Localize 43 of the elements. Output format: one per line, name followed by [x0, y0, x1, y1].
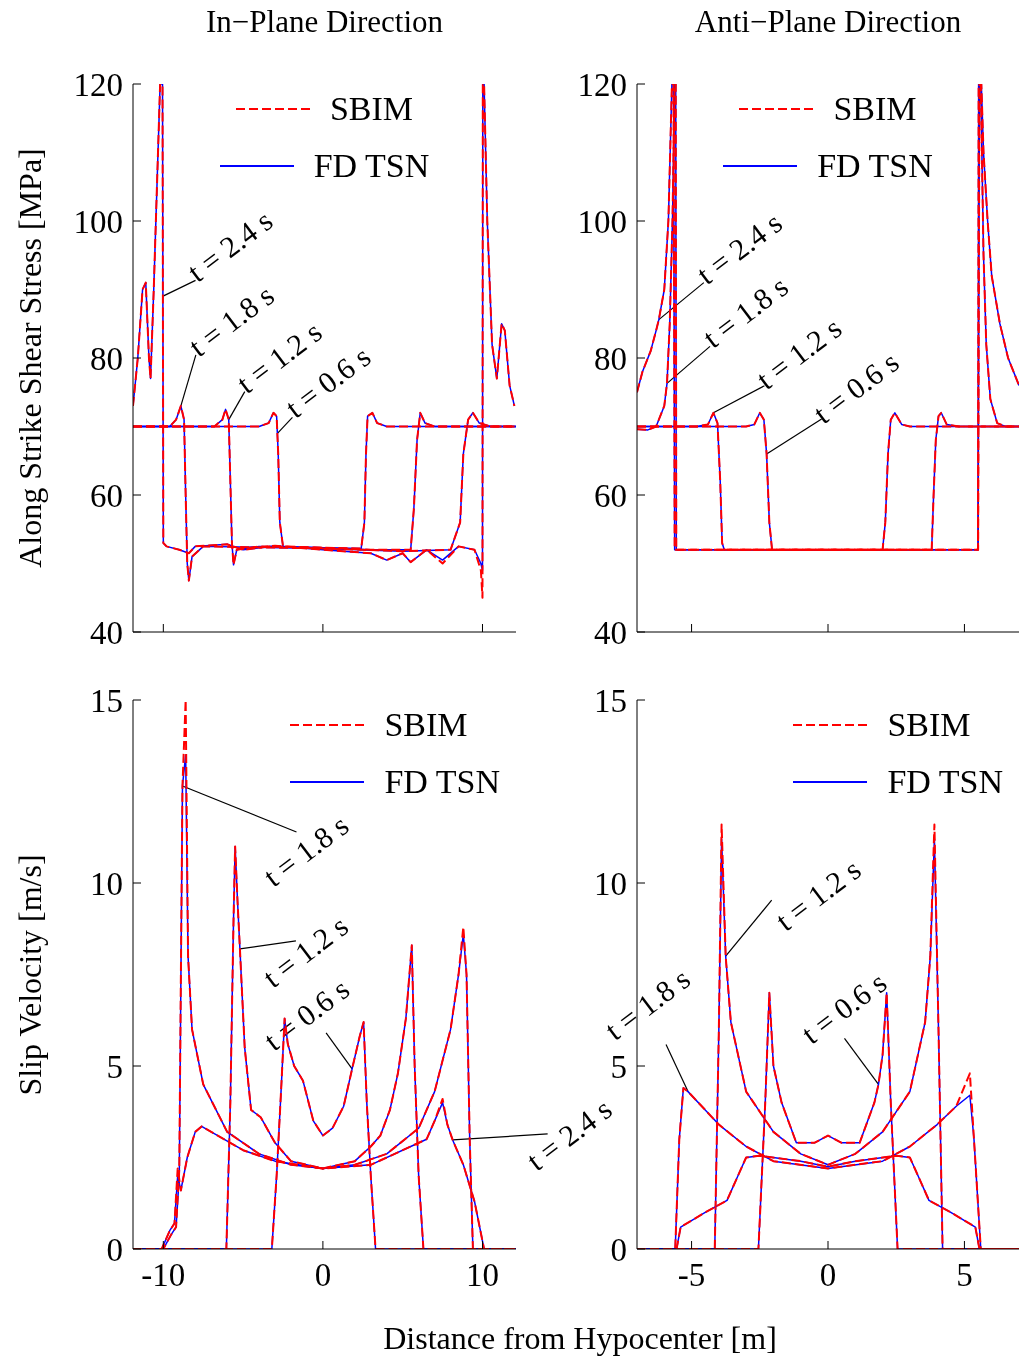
y-tick-label: 60	[594, 477, 627, 514]
y-tick-label: 5	[106, 1048, 123, 1085]
y-tick-label: 5	[610, 1048, 627, 1085]
y-tick-label: 120	[73, 66, 123, 103]
legend-label: SBIM	[329, 89, 414, 128]
x-tick-label: -10	[141, 1257, 186, 1294]
y-tick-label: 100	[73, 203, 123, 240]
legend-label: FD TSN	[384, 762, 500, 801]
annotation: t = 2.4 s	[181, 203, 279, 289]
legend-label: FD TSN	[817, 146, 933, 185]
legend-label: SBIM	[887, 705, 971, 744]
y-tick-label: 15	[90, 682, 123, 719]
x-tick-label: 10	[465, 1257, 499, 1294]
y-tick-label: 120	[577, 66, 627, 103]
legend-label: SBIM	[833, 89, 917, 128]
legend-label: FD TSN	[313, 146, 430, 185]
x-tick-label: -5	[677, 1257, 706, 1294]
chart-title: Anti−Plane Direction	[693, 4, 963, 40]
y-tick-label: 0	[610, 1231, 627, 1268]
y-axis-title: Along Strike Shear Stress [MPa]	[11, 148, 49, 568]
legend-label: FD TSN	[887, 762, 1003, 801]
y-tick-label: 100	[577, 203, 627, 240]
legend-label: SBIM	[384, 705, 468, 744]
x-tick-label: 0	[819, 1257, 837, 1294]
y-tick-label: 40	[594, 614, 627, 651]
y-tick-label: 80	[594, 340, 627, 377]
annotation: t = 1.8 s	[257, 808, 355, 893]
x-tick-label: 0	[314, 1257, 332, 1294]
annotation: t = 1.8 s	[598, 961, 697, 1047]
annotation: t = 2.4 s	[520, 1092, 618, 1177]
x-tick-label: 5	[956, 1257, 973, 1294]
y-tick-label: 60	[90, 477, 123, 514]
annotation: t = 1.2 s	[769, 852, 867, 937]
y-tick-label: 0	[106, 1231, 123, 1268]
annotation: t = 0.6 s	[795, 965, 893, 1051]
x-axis-title: Distance from Hypocenter [m]	[383, 1319, 777, 1357]
y-axis-title: Slip Velocity [m/s]	[11, 853, 49, 1096]
y-tick-label: 80	[90, 340, 123, 377]
y-tick-label: 10	[594, 865, 627, 902]
y-tick-label: 40	[90, 614, 123, 651]
chart-title: In−Plane Direction	[205, 4, 444, 40]
y-tick-label: 10	[90, 865, 123, 902]
y-tick-label: 15	[594, 682, 627, 719]
